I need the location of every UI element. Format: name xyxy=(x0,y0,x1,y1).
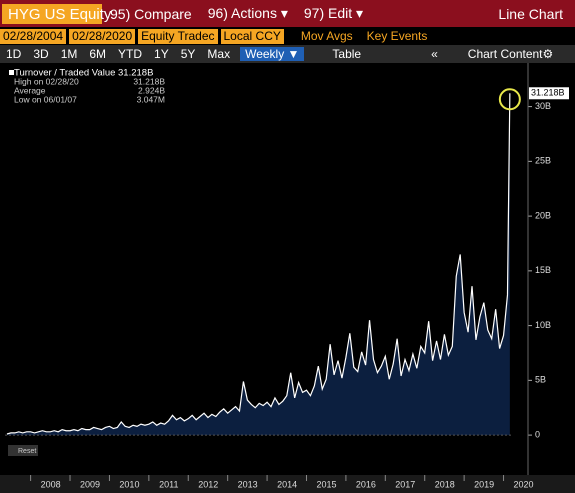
legend-value: 31.218B xyxy=(133,76,165,86)
highlight xyxy=(498,88,521,111)
x-tick-label: 2009 xyxy=(80,479,100,489)
y-tick-label: 25B xyxy=(535,156,551,166)
field[interactable]: Equity Tradec xyxy=(138,28,218,44)
ranges: 1D 3D 1M 6M YTD 1Y 5Y Max xyxy=(0,47,236,61)
currency[interactable]: Local CCY xyxy=(220,28,284,44)
range-button[interactable]: 6M xyxy=(89,47,107,61)
toggle[interactable]: Key Events xyxy=(366,29,428,43)
x-axis-bar xyxy=(0,475,575,493)
x-tick-label: 2019 xyxy=(474,479,494,489)
x-tick-label: 2015 xyxy=(316,479,336,489)
y-tick-label: 15B xyxy=(535,265,551,275)
range-button[interactable]: YTD xyxy=(118,47,143,61)
legend-label: Average xyxy=(14,85,46,95)
y-tick-label: 5B xyxy=(535,375,546,385)
settings[interactable]: ⚙ xyxy=(542,47,554,61)
range-button[interactable]: Max xyxy=(207,47,231,61)
menu[interactable]: 95) Compare xyxy=(110,5,192,22)
legend-label: High on 02/28/20 xyxy=(14,76,79,86)
collapse[interactable]: « xyxy=(431,47,438,61)
ticker[interactable]: HYG US Equity xyxy=(2,3,111,24)
title-bar: HYG US Equity 95) Compare 96) Actions ▾ … xyxy=(0,0,575,27)
x-tick-label: 2012 xyxy=(198,479,218,489)
line xyxy=(6,93,511,435)
last-tag xyxy=(529,87,569,100)
menu[interactable]: 96) Actions ▾ xyxy=(207,5,288,21)
x-tick-label: 2014 xyxy=(277,479,297,489)
range-button[interactable]: 1D xyxy=(6,47,22,61)
range-bar: 1D 3D 1M 6M YTD 1Y 5Y Max Weekly ▼ Table « Char… xyxy=(0,45,575,63)
toggle[interactable]: Mov Avgs xyxy=(300,29,353,43)
x-tick-label: 2020 xyxy=(514,479,534,489)
view-name: Line Chart xyxy=(498,5,563,22)
y-tick-label: 20B xyxy=(535,210,551,220)
range-button[interactable]: 3D xyxy=(33,47,49,61)
x-tick-label: 2016 xyxy=(356,479,376,489)
legend-label: Low on 06/01/07 xyxy=(14,94,77,104)
end-date[interactable]: 02/28/2020 xyxy=(69,28,136,44)
y-tick-label: 10B xyxy=(535,320,551,330)
x-tick-label: 2013 xyxy=(238,479,258,489)
legend-key xyxy=(9,70,14,75)
y-tick-label: 30B xyxy=(535,101,551,111)
legend-value: 3.047M xyxy=(137,94,165,104)
x-tick-label: 2011 xyxy=(159,479,178,489)
chart-content[interactable]: Chart Content xyxy=(467,47,543,61)
x-tick-label: 2008 xyxy=(41,479,61,489)
range-button[interactable]: 1Y xyxy=(154,47,169,61)
frequency[interactable]: Weekly ▼ xyxy=(240,47,305,61)
reset-label: Reset xyxy=(18,448,36,455)
settings-bar: 02/28/2004 02/28/2020 Equity Tradec Loca… xyxy=(0,27,575,45)
last-value: 31.218B xyxy=(531,88,565,98)
x-tick-label: 2017 xyxy=(395,479,415,489)
area xyxy=(6,93,510,436)
table-button[interactable]: Table xyxy=(332,47,362,61)
legend-value: 2.924B xyxy=(138,85,165,95)
menu[interactable]: 97) Edit ▾ xyxy=(303,5,364,21)
reset-button[interactable] xyxy=(8,445,38,456)
legend-label: Turnover / Traded Value 31.218B xyxy=(14,68,153,79)
range-button[interactable]: 5Y xyxy=(180,47,196,61)
start-date[interactable]: 02/28/2004 xyxy=(0,28,67,44)
x-tick-label: 2018 xyxy=(435,479,455,489)
y-tick-label: 0 xyxy=(535,429,540,439)
range-button[interactable]: 1M xyxy=(60,47,78,61)
x-tick-label: 2010 xyxy=(119,479,139,489)
